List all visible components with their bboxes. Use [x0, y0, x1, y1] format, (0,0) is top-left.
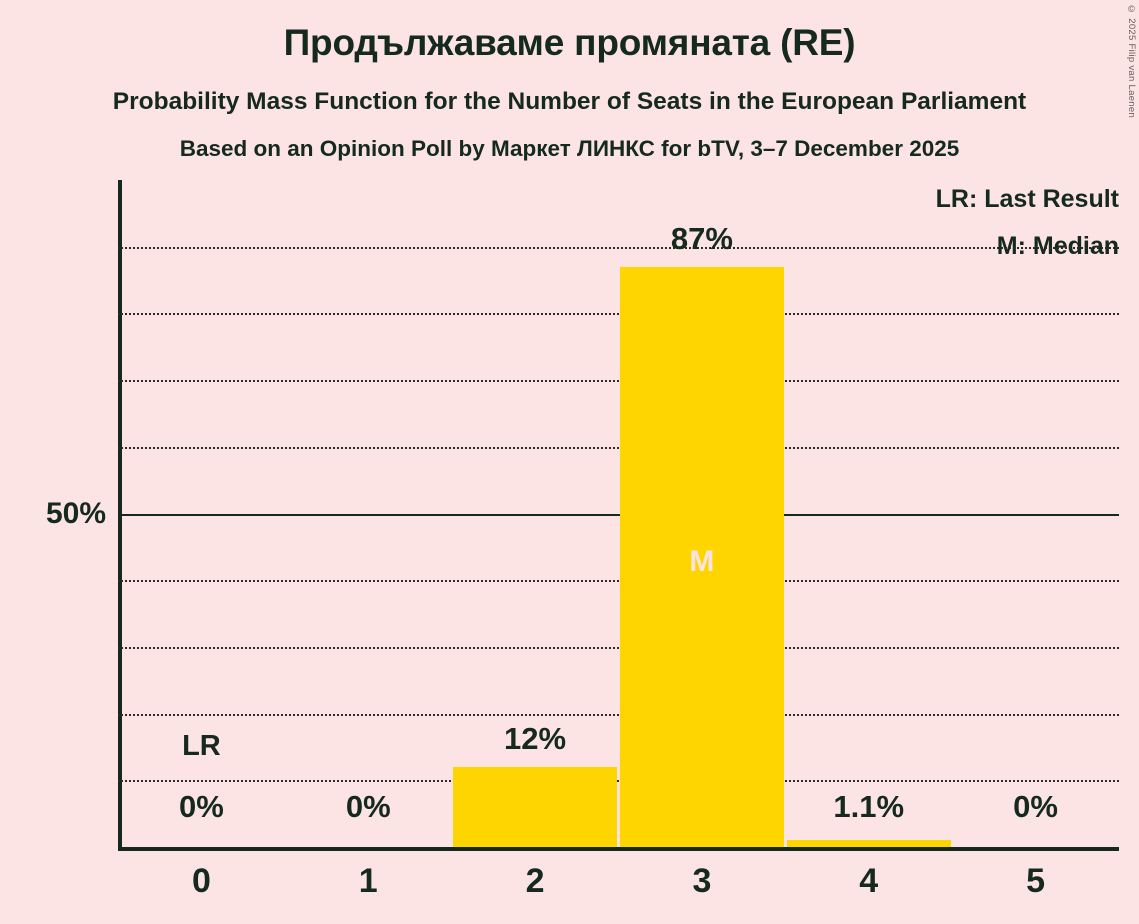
gridline-10	[118, 780, 1119, 783]
x-tick-label-2: 2	[525, 862, 545, 900]
plot-area: M	[118, 180, 1119, 851]
chart-subtitle-2: Based on an Opinion Poll by Маркет ЛИНКС…	[179, 136, 960, 161]
chart-subtitle-1: Probability Mass Function for the Number…	[112, 88, 1027, 115]
value-label-2: 12%	[504, 720, 567, 756]
last-result-marker: LR	[182, 730, 221, 763]
value-label-0: 0%	[179, 789, 224, 824]
bar-3[interactable]	[619, 266, 785, 847]
value-label-3: 87%	[670, 220, 733, 256]
legend-median: M: Median	[996, 232, 1119, 260]
value-label-5: 0%	[1013, 789, 1058, 824]
bar-2[interactable]	[452, 766, 618, 847]
gridline-90	[118, 246, 1119, 249]
gridline-20	[118, 713, 1119, 716]
value-label-4: 1.1%	[833, 789, 905, 824]
gridline-60	[118, 446, 1119, 449]
x-tick-label-3: 3	[692, 862, 712, 900]
y-axis-tick-label-50: 50%	[45, 496, 106, 530]
gridline-80	[118, 313, 1119, 316]
gridline-40	[118, 580, 1119, 583]
x-tick-label-5: 5	[1026, 862, 1046, 900]
gridline-major-50	[118, 513, 1119, 516]
x-tick-label-4: 4	[859, 862, 879, 900]
x-tick-label-0: 0	[191, 862, 211, 900]
gridline-70	[118, 380, 1119, 383]
gridline-30	[118, 646, 1119, 649]
x-axis-line	[118, 847, 1119, 851]
copyright-notice: © 2025 Filip van Laenen	[1126, 4, 1137, 119]
x-tick-label-1: 1	[358, 862, 378, 900]
legend-last-result: LR: Last Result	[935, 185, 1119, 213]
page-title: Продължаваме промяната (RE)	[283, 22, 856, 63]
bar-4[interactable]	[786, 839, 951, 847]
value-label-1: 0%	[345, 789, 391, 824]
